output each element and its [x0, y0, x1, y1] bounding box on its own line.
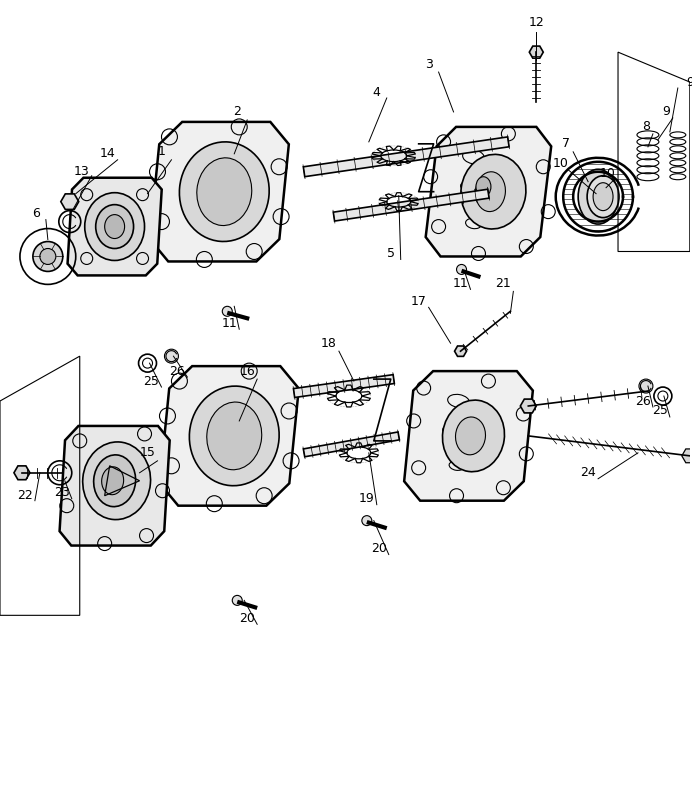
- Text: 9: 9: [662, 105, 670, 118]
- Circle shape: [457, 264, 466, 274]
- Ellipse shape: [95, 204, 134, 248]
- Ellipse shape: [104, 215, 125, 238]
- Polygon shape: [149, 122, 289, 261]
- Text: 20: 20: [371, 542, 387, 555]
- Polygon shape: [334, 189, 489, 221]
- Text: 9: 9: [686, 75, 692, 88]
- Text: 15: 15: [140, 446, 156, 459]
- Ellipse shape: [207, 402, 262, 470]
- Ellipse shape: [461, 154, 526, 229]
- Text: 13: 13: [74, 165, 89, 178]
- Ellipse shape: [190, 386, 279, 486]
- Polygon shape: [303, 137, 509, 177]
- Polygon shape: [14, 466, 30, 479]
- Text: 14: 14: [100, 148, 116, 161]
- Text: 6: 6: [32, 207, 40, 220]
- Text: 11: 11: [221, 317, 237, 330]
- Text: 24: 24: [581, 466, 596, 479]
- Text: 12: 12: [529, 15, 544, 28]
- Polygon shape: [682, 449, 692, 463]
- Text: 26: 26: [635, 394, 650, 407]
- Polygon shape: [303, 432, 399, 457]
- Text: 26: 26: [170, 365, 185, 378]
- Text: 21: 21: [495, 277, 511, 290]
- Ellipse shape: [593, 182, 613, 211]
- Text: 22: 22: [17, 489, 33, 502]
- Text: 25: 25: [143, 375, 159, 388]
- Text: 7: 7: [562, 137, 570, 150]
- Ellipse shape: [93, 455, 136, 507]
- Ellipse shape: [84, 193, 145, 260]
- Text: 17: 17: [411, 295, 426, 308]
- Ellipse shape: [476, 177, 491, 197]
- Ellipse shape: [83, 442, 151, 520]
- Ellipse shape: [442, 400, 504, 472]
- Polygon shape: [68, 178, 162, 276]
- Circle shape: [40, 248, 56, 264]
- Polygon shape: [529, 46, 543, 58]
- Text: 25: 25: [652, 405, 668, 418]
- Polygon shape: [160, 366, 299, 506]
- Text: 11: 11: [453, 277, 468, 290]
- Text: 18: 18: [321, 337, 337, 350]
- Circle shape: [362, 516, 372, 526]
- Text: 19: 19: [359, 492, 374, 505]
- Polygon shape: [520, 399, 536, 413]
- Ellipse shape: [475, 172, 505, 212]
- Text: 4: 4: [373, 85, 381, 98]
- Text: 5: 5: [387, 247, 394, 260]
- Text: 16: 16: [239, 365, 255, 378]
- Polygon shape: [404, 371, 533, 500]
- Ellipse shape: [197, 158, 252, 225]
- Text: 2: 2: [233, 105, 242, 118]
- Polygon shape: [426, 127, 552, 256]
- Circle shape: [233, 595, 242, 605]
- Polygon shape: [61, 194, 79, 209]
- Circle shape: [639, 379, 653, 393]
- Polygon shape: [455, 346, 466, 356]
- Circle shape: [33, 242, 63, 272]
- Text: 3: 3: [425, 58, 432, 71]
- Text: 23: 23: [54, 487, 70, 500]
- Polygon shape: [293, 375, 394, 397]
- Circle shape: [165, 350, 179, 363]
- Ellipse shape: [179, 142, 269, 242]
- Ellipse shape: [587, 176, 619, 217]
- Text: 1: 1: [158, 145, 165, 158]
- Text: 10: 10: [600, 167, 616, 180]
- Ellipse shape: [578, 169, 618, 224]
- Text: 20: 20: [239, 611, 255, 624]
- Polygon shape: [60, 426, 170, 546]
- Text: 8: 8: [642, 120, 650, 133]
- Ellipse shape: [455, 417, 486, 455]
- Ellipse shape: [102, 467, 124, 495]
- Text: 10: 10: [552, 157, 568, 170]
- Circle shape: [222, 307, 233, 316]
